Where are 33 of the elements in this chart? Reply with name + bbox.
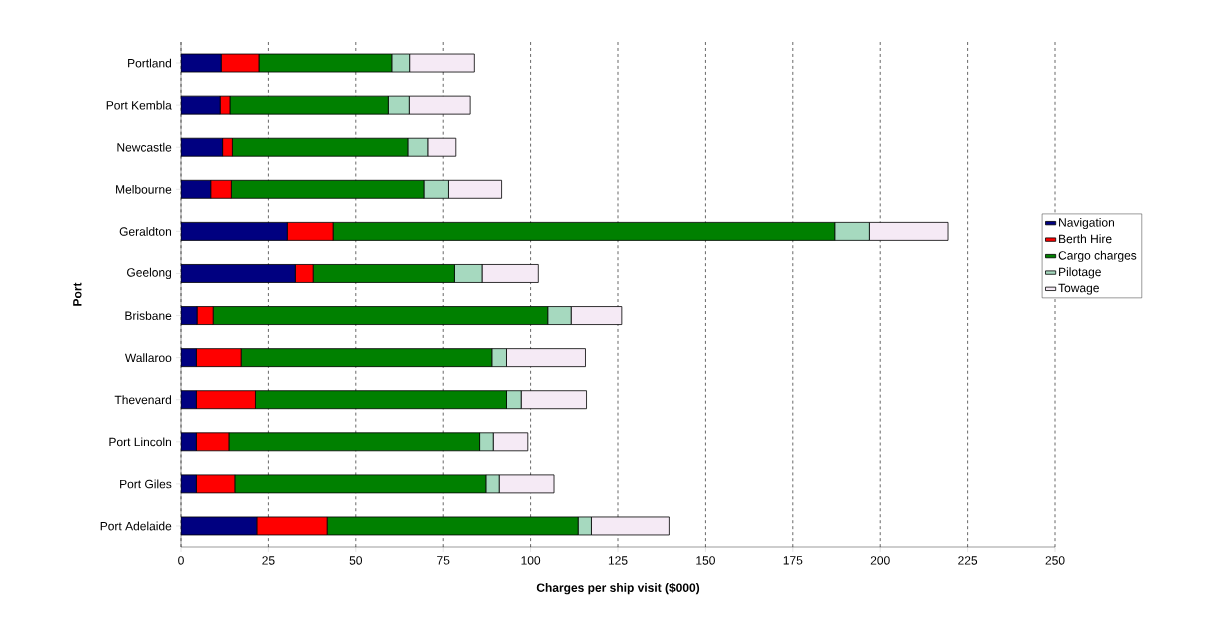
y-tick-label: Melbourne [116,184,172,194]
bar [181,264,296,283]
y-tick-label: Geraldton [119,226,172,236]
y-tick-label: Portland [128,58,172,68]
y-tick-label: Brisbane [125,311,172,320]
x-tick-label: 150 [696,556,715,565]
x-axis-title: Charges per ship visit ($000) [536,582,700,595]
legend-label: Towage [1058,283,1099,295]
x-tick-label: 125 [608,556,628,565]
x-tick-label: 200 [870,556,890,565]
x-tick-label: 250 [1045,556,1065,565]
y-tick-label: Thevenard [114,395,172,405]
y-tick-label: Wallaroo [124,353,172,363]
x-tick-label: 100 [521,556,541,565]
y-axis-title: Port [73,282,82,306]
y-tick-label: Port Adelaide [100,521,172,531]
y-tick-label: Geelong [127,267,172,280]
bar [181,137,224,157]
x-tick-label: 75 [437,556,450,565]
bar [181,221,288,241]
x-tick-label: 50 [349,556,362,565]
legend-label: Berth Hire [1059,234,1112,244]
y-tick-label: Newcastle [117,142,172,152]
y-tick-label: Port Kembla [106,100,172,110]
x-tick-label: 225 [958,556,978,565]
legend-label: Cargo charges [1058,250,1137,263]
x-tick-label: 0 [178,556,184,565]
legend-label: Pilotage [1059,267,1101,279]
x-tick-label: 25 [262,556,275,565]
y-tick-label: Port Giles [120,479,172,489]
legend-label: Navigation [1059,217,1114,230]
y-tick-label: Port Lincoln [109,437,171,447]
x-tick-label: 175 [783,556,803,565]
